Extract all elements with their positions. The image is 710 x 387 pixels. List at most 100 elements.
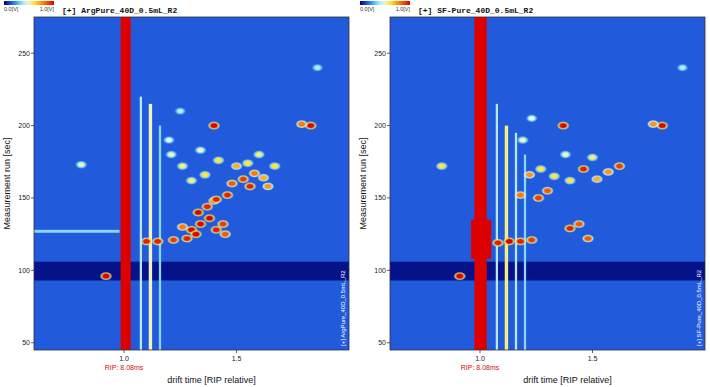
peak	[295, 120, 308, 129]
background	[390, 17, 705, 350]
colorbar-label: 0.0[V]	[4, 6, 19, 12]
y-tick	[387, 125, 390, 126]
peak	[311, 63, 324, 72]
peak	[602, 167, 615, 176]
y-tick	[31, 197, 34, 198]
peak	[190, 230, 203, 239]
panel: 0.0[V] 1.0[V] [+] ArgPure_40D_0.5mL_R2 50 10…	[2, 1, 349, 385]
x-tick-label: 1.5	[232, 355, 242, 362]
y-tick-label: 100	[18, 267, 30, 274]
peak	[241, 159, 254, 168]
peak	[582, 234, 595, 243]
y-tick-label: 200	[18, 122, 30, 129]
peak	[613, 162, 626, 171]
x-axis-title: drift time [RIP relative]	[523, 375, 611, 385]
peak	[557, 121, 570, 130]
colorbar-label: 1.0[V]	[40, 6, 55, 12]
peak	[573, 220, 586, 229]
panel-title: [+] SF-Pure_40D_0.5mL_R2	[418, 6, 533, 15]
peak	[151, 237, 164, 246]
peak	[516, 136, 529, 145]
y-tick-label: 250	[18, 50, 30, 57]
y-tick-label: 250	[374, 50, 386, 57]
peak	[435, 162, 448, 171]
peak	[586, 153, 599, 162]
x-axis-title: drift time [RIP relative]	[167, 375, 255, 385]
peak	[253, 150, 266, 159]
y-axis-title: Measurement run [sec]	[2, 137, 12, 229]
x-tick-label: 1.5	[588, 355, 598, 362]
peak	[212, 156, 225, 165]
peak	[564, 176, 577, 185]
band	[474, 17, 486, 350]
peak	[503, 237, 516, 246]
peak	[525, 114, 538, 123]
peak	[534, 165, 547, 174]
x-tick	[236, 350, 237, 353]
peak	[226, 179, 239, 188]
peak	[453, 272, 466, 281]
band	[149, 104, 152, 350]
peak	[176, 222, 189, 231]
band	[524, 155, 526, 350]
peak	[140, 237, 153, 246]
peak	[194, 146, 207, 155]
y-tick	[387, 53, 390, 54]
peak	[514, 191, 527, 200]
x-tick-label: 1.0	[475, 355, 485, 362]
y-tick	[31, 125, 34, 126]
band	[471, 220, 491, 259]
peak	[591, 175, 604, 184]
peak	[492, 238, 505, 247]
peak	[523, 170, 536, 179]
y-tick	[31, 270, 34, 271]
side-label: [+] SF-Pure_40D_0.5mL_R2	[696, 269, 702, 346]
peak	[257, 173, 270, 182]
x-tick	[124, 350, 125, 353]
peak	[210, 195, 223, 204]
plot-frame	[34, 17, 349, 350]
y-tick	[387, 270, 390, 271]
peak	[676, 63, 689, 72]
peak	[559, 150, 572, 159]
peak	[165, 150, 178, 159]
panel-title: [+] ArgPure_40D_0.5mL_R2	[62, 6, 177, 15]
x-tick-label: 1.0	[119, 355, 129, 362]
rip-annotation: RIP: 8.08ms	[105, 364, 144, 371]
y-tick-label: 100	[374, 267, 386, 274]
peak	[208, 121, 221, 130]
plot-area	[390, 17, 705, 350]
peak	[548, 172, 561, 181]
side-label: [+] ArgPure_40D_0.5mL_R2	[340, 270, 346, 346]
band	[140, 97, 142, 350]
y-tick-label: 150	[18, 194, 30, 201]
peak	[244, 182, 257, 191]
peak	[525, 235, 538, 244]
rip-annotation: RIP: 8.08ms	[461, 364, 500, 371]
plot-frame	[390, 17, 705, 350]
band	[496, 104, 498, 350]
x-tick	[592, 350, 593, 353]
peak	[75, 160, 88, 169]
peak	[221, 191, 234, 200]
peak	[163, 136, 176, 145]
peak	[514, 237, 527, 246]
y-tick	[387, 342, 390, 343]
figure: 0.0[V] 1.0[V] [+] ArgPure_40D_0.5mL_R2 50 10…	[0, 0, 710, 387]
peak	[532, 193, 545, 202]
band	[121, 17, 131, 350]
peak	[647, 120, 660, 129]
peak	[230, 162, 243, 171]
peak	[185, 176, 198, 185]
y-tick-label: 50	[22, 339, 30, 346]
y-tick-label: 200	[374, 122, 386, 129]
peak	[176, 162, 189, 171]
colorbar-label: 1.0[V]	[396, 6, 411, 12]
peak	[262, 182, 275, 191]
peak	[199, 170, 212, 179]
peak	[219, 230, 232, 239]
band	[390, 262, 705, 281]
plot-area	[34, 17, 349, 350]
y-tick	[387, 197, 390, 198]
peak	[167, 235, 180, 244]
